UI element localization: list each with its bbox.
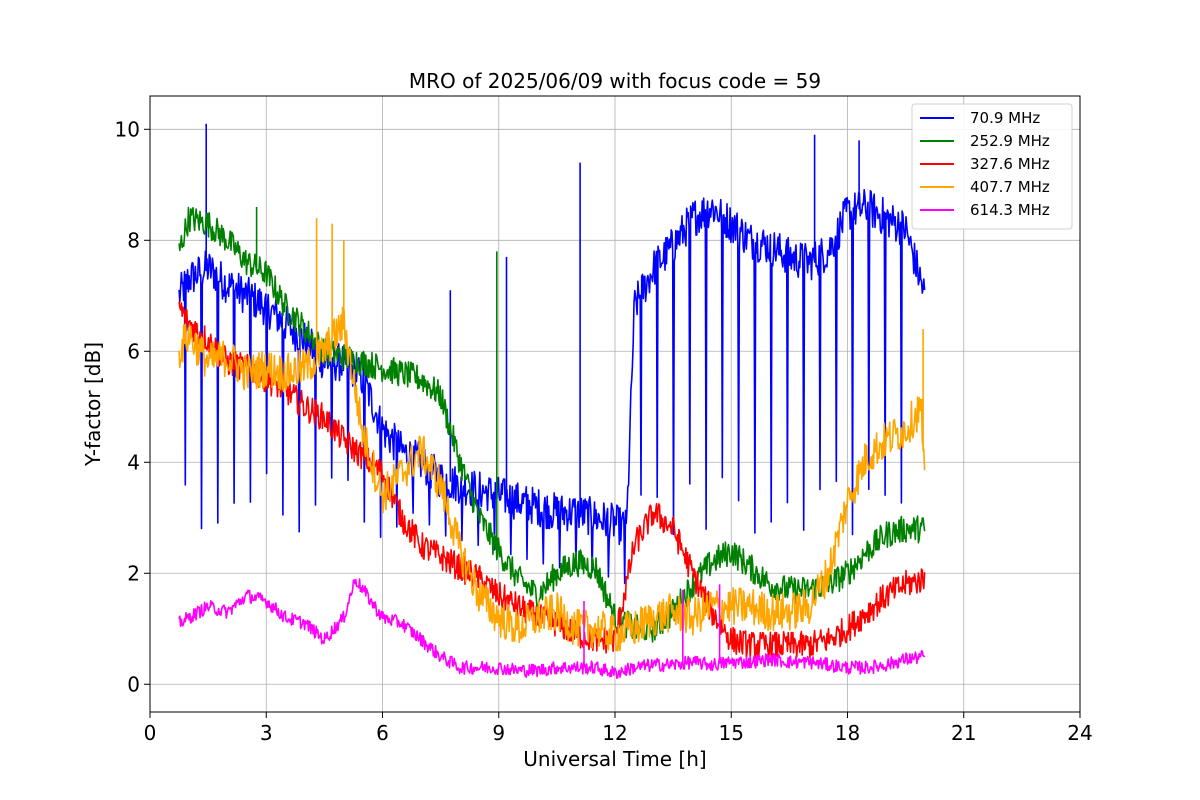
y-tick-label: 0 bbox=[127, 672, 140, 696]
series-layer bbox=[178, 123, 926, 679]
legend-entry: 70.9 MHz bbox=[970, 109, 1040, 127]
y-tick-label: 2 bbox=[127, 561, 140, 585]
y-axis-label: Y-factor [dB] bbox=[81, 342, 105, 467]
x-tick-label: 0 bbox=[144, 721, 157, 745]
legend-entry: 252.9 MHz bbox=[970, 132, 1050, 150]
x-axis-label: Universal Time [h] bbox=[523, 747, 706, 771]
x-tick-label: 24 bbox=[1067, 721, 1092, 745]
legend-box bbox=[911, 103, 1073, 230]
x-tick-label: 12 bbox=[602, 721, 627, 745]
legend-entry: 407.7 MHz bbox=[970, 178, 1050, 196]
legend: 70.9 MHz 252.9 MHz 327.6 MHz 407.7 MHz 614.3… bbox=[911, 103, 1073, 230]
x-tick-label: 15 bbox=[719, 721, 744, 745]
x-tick-label: 3 bbox=[260, 721, 273, 745]
y-tick-label: 8 bbox=[127, 228, 140, 252]
x-tick-label: 9 bbox=[492, 721, 505, 745]
y-tick-label: 10 bbox=[115, 117, 140, 141]
y-tick-label: 6 bbox=[127, 339, 140, 363]
y-tick-label: 4 bbox=[127, 450, 140, 474]
chart-title: MRO of 2025/06/09 with focus code = 59 bbox=[409, 69, 821, 93]
x-tick-label: 6 bbox=[376, 721, 389, 745]
legend-entry: 614.3 MHz bbox=[970, 201, 1050, 219]
x-tick-label: 18 bbox=[835, 721, 860, 745]
series-line-3 bbox=[178, 218, 926, 652]
series-line-1 bbox=[178, 206, 926, 643]
x-tick-label: 21 bbox=[951, 721, 976, 745]
legend-entry: 327.6 MHz bbox=[970, 155, 1050, 173]
series-line-0 bbox=[178, 123, 926, 585]
series-line-4 bbox=[178, 578, 926, 679]
